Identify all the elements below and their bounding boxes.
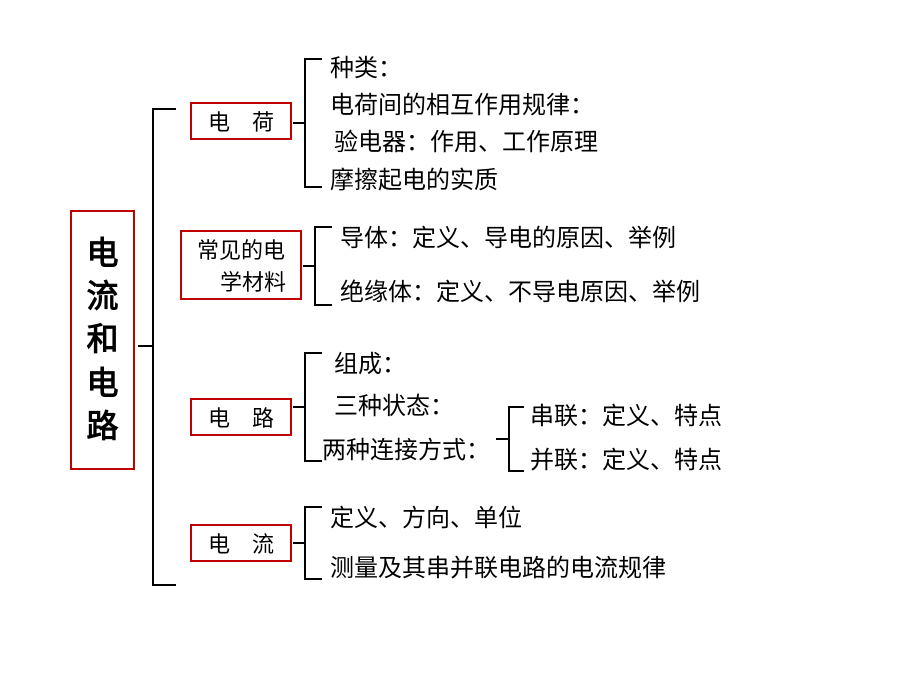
branch-current-box: 电 流 [190, 524, 292, 562]
branch-current-bracket [304, 506, 322, 580]
branch-circuit-bracket-nub [293, 406, 304, 408]
current-item-0: 定义、方向、单位 [330, 498, 522, 533]
current-item-1: 测量及其串并联电路的电流规律 [330, 548, 666, 583]
branch-materials-bracket-nub [303, 265, 314, 267]
branch-circuit-box: 电 路 [190, 398, 292, 436]
branch-circuit-label: 电 路 [208, 401, 274, 433]
root-char-1: 流 [86, 275, 118, 318]
branch-materials-box: 常见的电 学材料 [180, 230, 302, 300]
branch-charge-bracket-nub [293, 122, 304, 124]
charge-item-1: 电荷间的相互作用规律： [330, 85, 594, 120]
branch-charge-box: 电 荷 [190, 102, 292, 140]
branch-current-label: 电 流 [208, 527, 274, 559]
branch-current-bracket-nub [293, 542, 304, 544]
root-char-3: 电 [86, 362, 118, 405]
materials-item-1: 绝缘体：定义、不导电原因、举例 [340, 272, 700, 307]
charge-item-3: 摩擦起电的实质 [330, 160, 498, 195]
root-char-0: 电 [86, 232, 118, 275]
branch-materials-label-line-1: 学材料 [192, 265, 290, 297]
circuit-sub-item-0: 串联：定义、特点 [530, 396, 722, 431]
circuit-item-1: 三种状态： [334, 386, 454, 421]
circuit-sub-item-1: 并联：定义、特点 [530, 440, 722, 475]
branch-charge-label: 电 荷 [208, 105, 274, 137]
circuit-sub-bracket-nub [496, 438, 508, 440]
charge-item-2: 验电器：作用、工作原理 [334, 122, 598, 157]
branch-circuit-bracket [304, 352, 322, 462]
branch-materials-label-line-0: 常见的电 [192, 233, 290, 265]
circuit-item-2: 两种连接方式： [322, 430, 490, 465]
main-bracket [152, 108, 176, 586]
charge-item-0: 种类： [330, 48, 402, 83]
root-char-2: 和 [86, 318, 118, 361]
circuit-item-0: 组成： [334, 344, 406, 379]
circuit-sub-bracket [508, 406, 524, 472]
materials-item-0: 导体：定义、导电的原因、举例 [340, 218, 676, 253]
main-bracket-nub [138, 345, 152, 347]
root-char-4: 路 [86, 405, 118, 448]
branch-materials-bracket [314, 226, 332, 306]
branch-charge-bracket [304, 58, 322, 188]
root-box: 电 流 和 电 路 [70, 210, 135, 470]
